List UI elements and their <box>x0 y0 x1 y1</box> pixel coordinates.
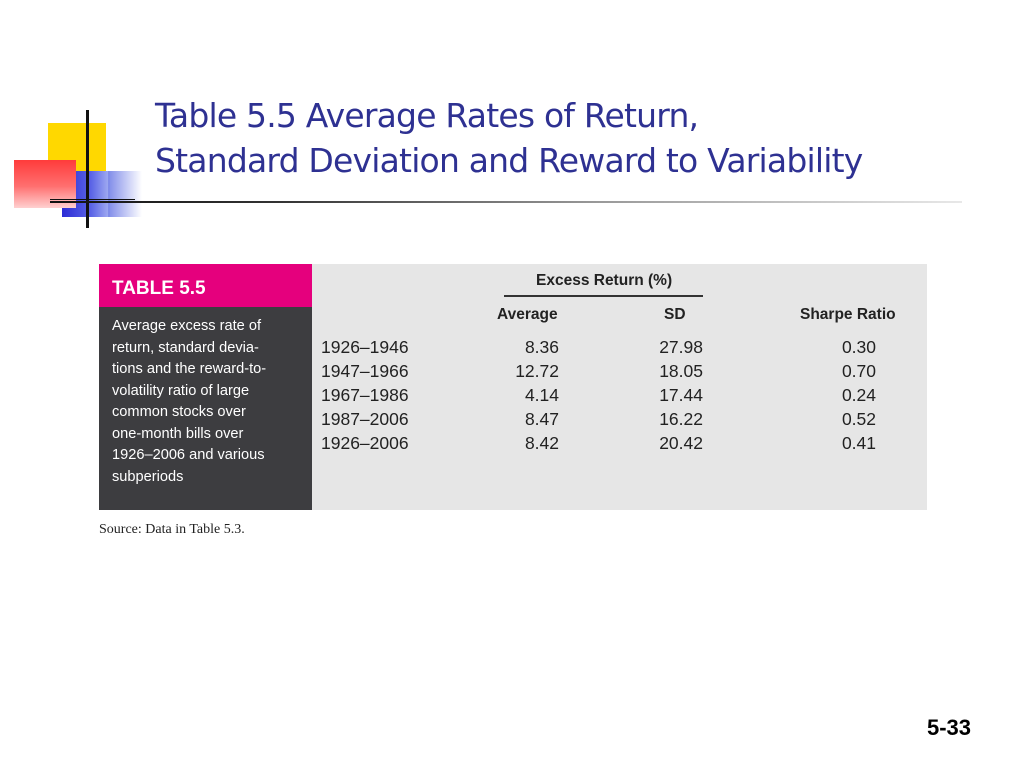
slide-title-line-2: Standard Deviation and Reward to Variabi… <box>155 141 863 180</box>
table-label-banner: TABLE 5.5 <box>99 264 312 307</box>
description-line: Average excess rate of <box>112 318 261 334</box>
table-source-note: Source: Data in Table 5.3. <box>99 522 245 537</box>
table-5-5: TABLE 5.5 Average excess rate of return,… <box>99 264 927 510</box>
cell-period: 1947–1966 <box>321 361 409 381</box>
cell-sharpe: 0.52 <box>841 409 876 429</box>
cell-period: 1967–1986 <box>321 385 409 405</box>
title-divider-line <box>50 201 962 203</box>
table-row: 1926–2006 8.42 20.42 0.41 <box>99 433 927 457</box>
cell-average: 8.36 <box>524 337 559 357</box>
cell-sd: 18.05 <box>659 361 703 381</box>
slide-number: 5-33 <box>926 715 971 740</box>
description-line: 1926–2006 and various <box>112 447 265 463</box>
cell-sharpe: 0.70 <box>841 361 876 381</box>
table-row: 1926–1946 8.36 27.98 0.30 <box>99 337 927 361</box>
logo-vertical-line <box>86 110 89 228</box>
logo-red-square <box>14 160 76 208</box>
cell-average: 4.14 <box>524 385 559 405</box>
cell-average: 8.47 <box>524 409 559 429</box>
cell-sharpe: 0.30 <box>841 337 876 357</box>
table-description: Average excess rate of return, standard … <box>112 316 308 488</box>
column-header-sharpe-ratio: Sharpe Ratio <box>800 306 896 323</box>
cell-period: 1987–2006 <box>321 409 409 429</box>
table-description-panel: TABLE 5.5 Average excess rate of return,… <box>99 264 312 510</box>
slide-title: Table 5.5 Average Rates of Return, Stand… <box>155 93 995 183</box>
table-label: TABLE 5.5 <box>112 278 206 299</box>
cell-sd: 20.42 <box>659 433 703 453</box>
cell-sd: 16.22 <box>659 409 703 429</box>
description-line: return, standard devia- <box>112 339 259 356</box>
cell-period: 1926–2006 <box>321 433 409 453</box>
excess-return-group-header: Excess Return (%) <box>536 272 673 289</box>
column-header-average: Average <box>497 306 558 323</box>
cell-average: 8.42 <box>524 433 559 453</box>
description-line: common stocks over <box>112 404 246 420</box>
description-line: one-month bills over <box>112 425 244 442</box>
cell-sharpe: 0.41 <box>841 433 876 453</box>
description-line: subperiods <box>112 468 184 485</box>
table-row: 1987–2006 8.47 16.22 0.52 <box>99 409 927 433</box>
cell-sd: 17.44 <box>659 385 703 405</box>
description-line: tions and the reward-to- <box>112 361 267 377</box>
cell-sd: 27.98 <box>659 337 703 357</box>
group-header-rule <box>504 295 703 297</box>
slide-title-line-1: Table 5.5 Average Rates of Return, <box>155 96 699 135</box>
description-line: volatility ratio of large <box>112 382 250 399</box>
logo-horizontal-line <box>50 199 135 200</box>
cell-average: 12.72 <box>515 361 559 381</box>
cell-period: 1926–1946 <box>321 337 409 357</box>
cell-sharpe: 0.24 <box>841 385 876 405</box>
table-row: 1947–1966 12.72 18.05 0.70 <box>99 361 927 385</box>
logo-blue-fade <box>108 171 142 217</box>
table-row: 1967–1986 4.14 17.44 0.24 <box>99 385 927 409</box>
column-header-sd: SD <box>664 306 686 323</box>
